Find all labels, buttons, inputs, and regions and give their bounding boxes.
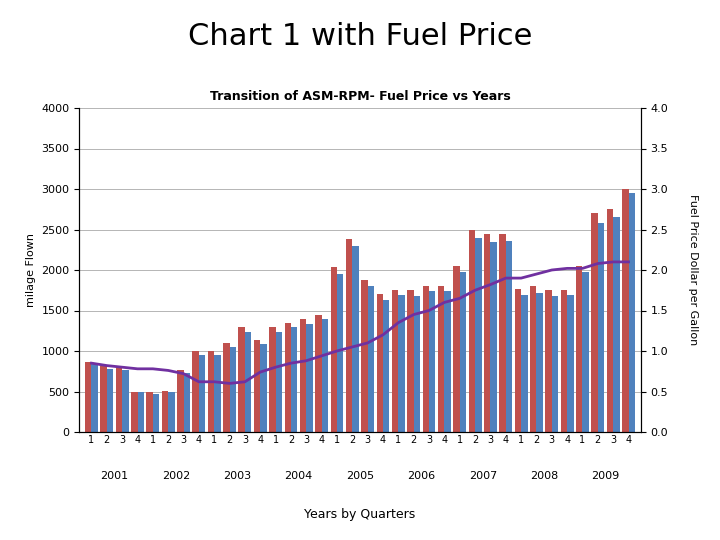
Bar	[238, 327, 245, 432]
Bar	[284, 322, 291, 432]
Bar	[552, 296, 558, 432]
Text: 2004: 2004	[284, 471, 312, 481]
Bar	[530, 286, 536, 432]
Text: 2005: 2005	[346, 471, 374, 481]
Bar	[484, 233, 490, 432]
Bar	[322, 319, 328, 432]
Bar	[199, 355, 205, 432]
Text: 2006: 2006	[408, 471, 436, 481]
Bar	[469, 230, 475, 432]
Bar	[423, 286, 429, 432]
Bar	[515, 289, 521, 432]
Bar	[598, 223, 604, 432]
Bar	[184, 373, 190, 432]
Bar	[505, 241, 512, 432]
Bar	[629, 193, 635, 432]
Bar	[368, 286, 374, 432]
Text: 2001: 2001	[100, 471, 129, 481]
Bar	[408, 291, 414, 432]
Bar	[116, 367, 122, 432]
Y-axis label: milage Flown: milage Flown	[26, 233, 36, 307]
Bar	[168, 392, 175, 432]
Bar	[131, 392, 138, 432]
Bar	[352, 246, 359, 432]
Bar	[444, 291, 451, 432]
Bar	[245, 332, 251, 432]
Bar	[521, 295, 528, 432]
Bar	[475, 238, 482, 432]
Bar	[192, 351, 199, 432]
Bar	[622, 189, 629, 432]
Bar	[490, 242, 497, 432]
Bar	[438, 286, 444, 432]
Title: Transition of ASM-RPM- Fuel Price vs Years: Transition of ASM-RPM- Fuel Price vs Yea…	[210, 90, 510, 103]
Bar	[454, 266, 460, 432]
Bar	[230, 347, 236, 432]
Bar	[100, 366, 107, 432]
Bar	[85, 362, 91, 432]
Text: Years by Quarters: Years by Quarters	[305, 508, 415, 522]
Bar	[383, 300, 390, 432]
Bar	[153, 394, 159, 432]
Bar	[337, 274, 343, 432]
Bar	[138, 392, 144, 432]
Bar	[91, 363, 98, 432]
Bar	[223, 343, 230, 432]
Bar	[330, 267, 337, 432]
Bar	[414, 296, 420, 432]
Bar	[146, 392, 153, 432]
Bar	[107, 369, 113, 432]
Y-axis label: Fuel Price Dollar per Gallon: Fuel Price Dollar per Gallon	[688, 194, 698, 346]
Bar	[500, 234, 505, 432]
Bar	[377, 294, 383, 432]
Bar	[346, 239, 352, 432]
Bar	[607, 209, 613, 432]
Bar	[545, 291, 552, 432]
Bar	[536, 293, 543, 432]
Bar	[260, 344, 266, 432]
Text: 2009: 2009	[591, 471, 620, 481]
Bar	[561, 291, 567, 432]
Bar	[300, 319, 306, 432]
Bar	[392, 291, 398, 432]
Bar	[215, 355, 220, 432]
Bar	[576, 266, 582, 432]
Bar	[429, 292, 436, 432]
Bar	[567, 295, 574, 432]
Bar	[591, 213, 598, 432]
Bar	[122, 370, 129, 432]
Bar	[162, 391, 168, 432]
Bar	[254, 341, 260, 432]
Bar	[177, 370, 184, 432]
Bar	[269, 327, 276, 432]
Bar	[276, 332, 282, 432]
Text: 2002: 2002	[162, 471, 190, 481]
Bar	[208, 351, 215, 432]
Bar	[361, 280, 368, 432]
Text: 2003: 2003	[223, 471, 251, 481]
Bar	[306, 324, 312, 432]
Text: 2007: 2007	[469, 471, 497, 481]
Bar	[460, 272, 466, 432]
Text: 2008: 2008	[530, 471, 558, 481]
Bar	[398, 295, 405, 432]
Bar	[613, 217, 620, 432]
Bar	[582, 272, 589, 432]
Bar	[291, 327, 297, 432]
Text: Chart 1 with Fuel Price: Chart 1 with Fuel Price	[188, 22, 532, 51]
Bar	[315, 314, 322, 432]
